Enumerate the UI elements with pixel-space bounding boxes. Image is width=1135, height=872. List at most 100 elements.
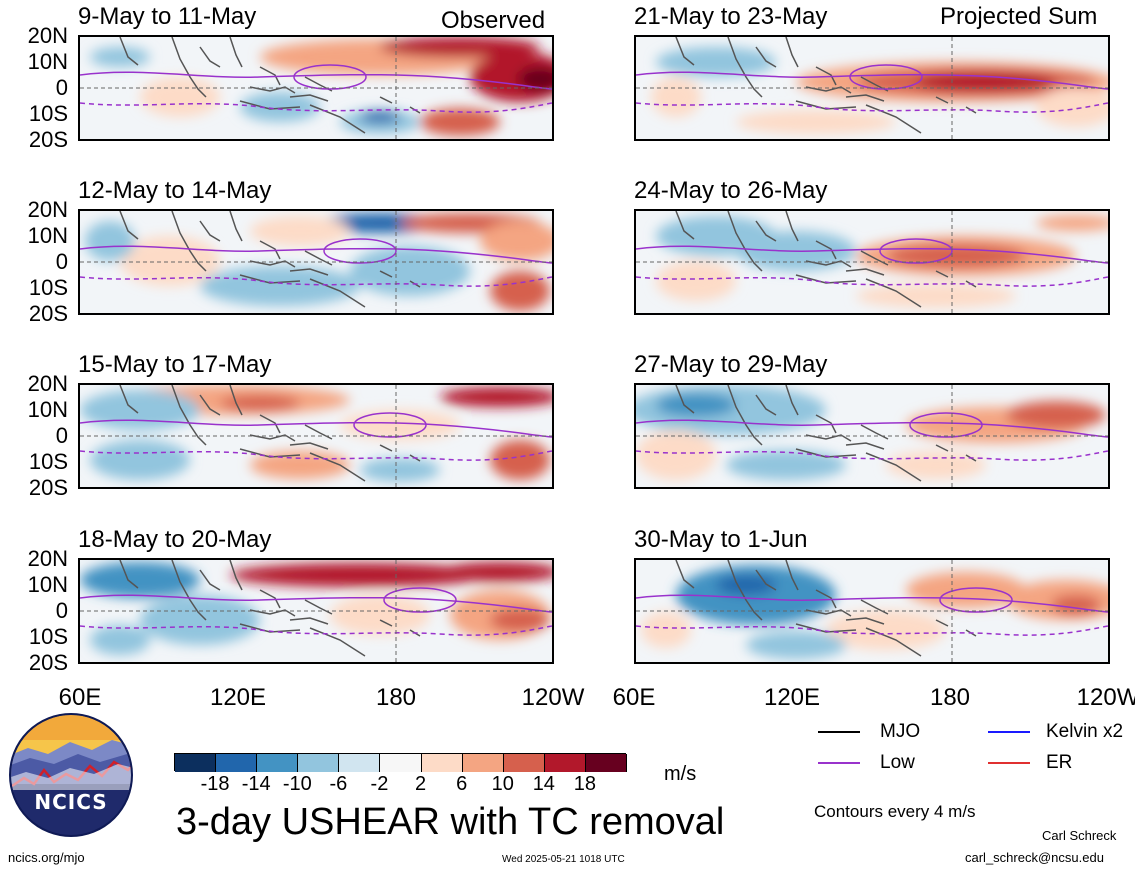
- observed-header: Observed: [441, 7, 546, 34]
- shear-anomaly: [360, 111, 400, 123]
- lat-label: 20S: [28, 301, 68, 326]
- low-frequency-contour: [636, 102, 1108, 113]
- colorbar-tick-label: -10: [282, 773, 312, 795]
- colorbar-unit: m/s: [664, 763, 697, 785]
- shear-anomaly: [746, 631, 846, 659]
- low-frequency-contour: [80, 102, 552, 113]
- legend-label-er: ER: [1046, 752, 1073, 773]
- map-field: [80, 560, 552, 662]
- panel-title: 21-May to 23-May: [634, 3, 828, 30]
- shear-anomaly: [651, 77, 701, 117]
- main-title: 3-day USHEAR with TC removal: [176, 801, 725, 843]
- panel-title: 30-May to 1-Jun: [634, 526, 808, 553]
- shear-anomaly: [1051, 595, 1101, 615]
- map-panel: [78, 209, 554, 315]
- colorbar-tick-label: 14: [532, 773, 555, 795]
- colorbar-tick-label: 6: [456, 773, 468, 795]
- lat-label: 10N: [27, 223, 68, 248]
- lat-label: 10N: [27, 572, 68, 597]
- lon-label: 120W: [521, 684, 585, 711]
- shear-anomaly: [636, 430, 716, 480]
- colorbar-tick-label: -2: [370, 773, 389, 795]
- shear-anomaly: [726, 450, 846, 480]
- coastline: [119, 211, 421, 308]
- legend-label-low: Low: [880, 752, 915, 773]
- lon-label: 120W: [1076, 684, 1135, 711]
- map-panel: [634, 383, 1110, 489]
- map-panel: [78, 383, 554, 489]
- shear-anomaly: [120, 236, 220, 286]
- shear-anomaly: [656, 47, 776, 77]
- shear-anomaly: [1006, 401, 1106, 429]
- colorbar-swatch: [544, 754, 586, 772]
- low-frequency-contour: [383, 587, 457, 613]
- low-frequency-contour: [879, 238, 953, 264]
- low-frequency-contour: [80, 625, 552, 636]
- lat-label: 0: [55, 423, 68, 448]
- colorbar-swatch: [380, 754, 422, 772]
- low-frequency-contour: [636, 245, 1108, 264]
- shear-anomaly: [240, 92, 320, 122]
- coastline: [675, 385, 977, 482]
- panel-title: 24-May to 26-May: [634, 177, 828, 204]
- shear-anomaly: [906, 572, 1026, 608]
- colorbar-ticks: -18 -14 -10 -6 -2 2 6 10 14 18: [174, 773, 626, 797]
- shear-anomaly: [1036, 215, 1108, 231]
- shear-anomaly: [330, 595, 430, 635]
- footer-author: Carl Schreck: [1042, 828, 1117, 843]
- colorbar-tick-label: -6: [329, 773, 348, 795]
- lat-label: 10N: [27, 49, 68, 74]
- low-frequency-contour: [909, 412, 983, 438]
- lon-label: 120E: [209, 684, 267, 711]
- shear-anomaly: [916, 72, 1056, 92]
- low-frequency-contour: [80, 276, 552, 287]
- shear-anomaly: [440, 387, 552, 407]
- legend-line-kelvin: [988, 731, 1030, 733]
- shear-anomaly: [656, 261, 736, 301]
- shear-anomaly: [656, 393, 736, 417]
- shear-anomaly: [200, 266, 360, 306]
- colorbar-swatch: [421, 754, 463, 772]
- colorbar-tick-label: 18: [573, 773, 597, 795]
- shear-anomaly: [250, 216, 350, 246]
- shear-anomaly: [220, 395, 300, 411]
- colorbar-tick-label: -18: [200, 773, 230, 795]
- colorbar-swatch: [257, 754, 299, 772]
- map-field: [80, 211, 552, 313]
- shear-anomaly: [716, 575, 776, 595]
- map-panel: [634, 558, 1110, 664]
- low-frequency-contour: [80, 245, 552, 264]
- lat-label: 20S: [28, 650, 68, 675]
- contour-note: Contours every 4 m/s: [814, 802, 976, 821]
- lat-label: 10S: [28, 449, 68, 474]
- lat-label: 20N: [27, 23, 68, 48]
- shear-anomaly: [140, 595, 260, 645]
- map-panel: [78, 35, 554, 141]
- lat-label: 0: [55, 75, 68, 100]
- coastline: [675, 211, 977, 308]
- shear-anomaly: [380, 37, 540, 57]
- low-frequency-contour: [849, 64, 923, 90]
- shear-anomaly: [676, 565, 836, 625]
- shear-anomaly: [440, 562, 552, 582]
- panel-title: 15-May to 17-May: [78, 351, 272, 378]
- coastline: [675, 560, 977, 657]
- lon-label: 60E: [612, 684, 656, 711]
- coastline: [119, 37, 421, 134]
- colorbar: [174, 753, 627, 772]
- shear-anomaly: [641, 612, 691, 648]
- lat-label: 10S: [28, 101, 68, 126]
- shear-anomaly: [80, 562, 200, 598]
- low-frequency-contour: [80, 419, 552, 438]
- lat-label: 10S: [28, 624, 68, 649]
- lat-label: 20N: [27, 197, 68, 222]
- shear-anomaly: [490, 271, 550, 311]
- shear-anomaly: [90, 625, 150, 655]
- coastline: [119, 385, 421, 482]
- lat-label: 20S: [28, 475, 68, 500]
- shear-anomaly: [1036, 87, 1108, 127]
- shear-anomaly: [350, 246, 470, 296]
- panel-title: 27-May to 29-May: [634, 351, 828, 378]
- colorbar-swatch: [462, 754, 504, 772]
- colorbar-swatch: [339, 754, 381, 772]
